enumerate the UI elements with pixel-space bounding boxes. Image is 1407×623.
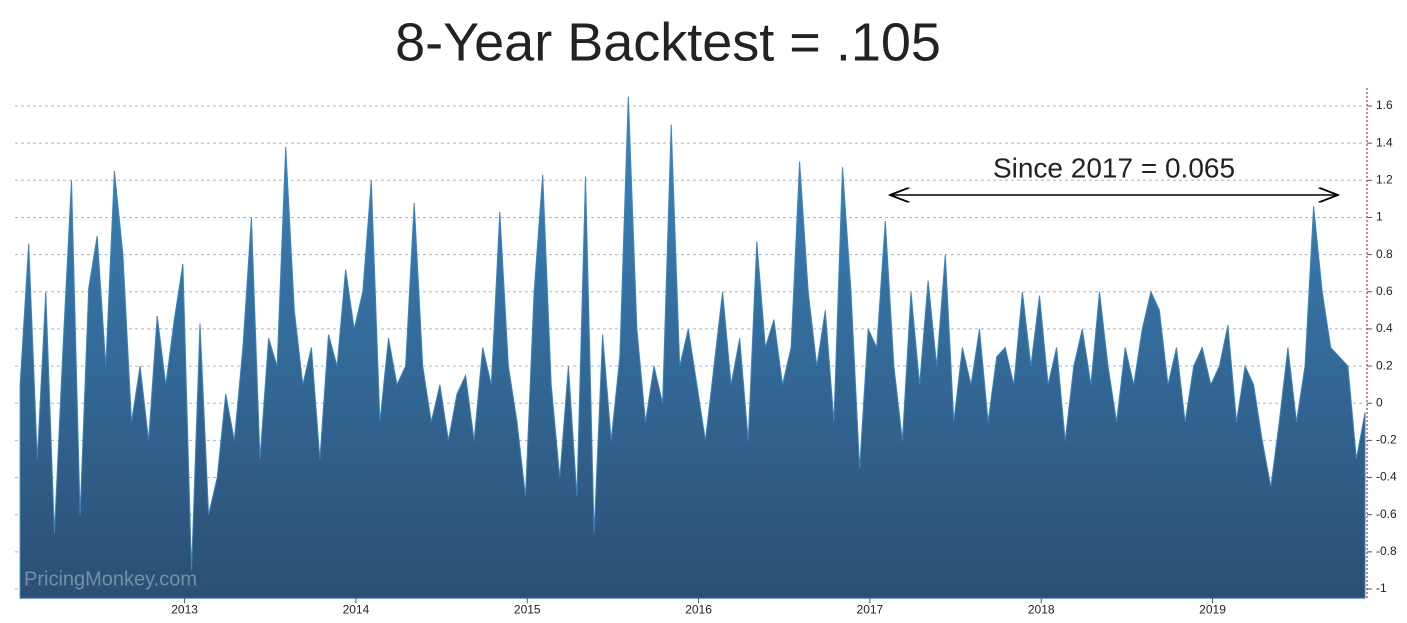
x-tick-label: 2014	[343, 602, 370, 616]
y-tick-label: -1	[1376, 581, 1387, 595]
y-tick-label: -0.6	[1376, 507, 1397, 521]
y-tick-label: -0.4	[1376, 470, 1397, 484]
y-tick-label: 0.4	[1376, 321, 1393, 335]
y-tick-label: -0.2	[1376, 433, 1397, 447]
y-tick-label: 0	[1376, 395, 1383, 409]
area	[19, 96, 1366, 599]
x-tick-label: 2013	[171, 602, 198, 616]
watermark: PricingMonkey.com	[24, 568, 197, 590]
y-tick-label: 1.4	[1376, 135, 1393, 149]
x-tick-label: 2017	[857, 602, 884, 616]
y-tick-label: 1	[1376, 210, 1383, 224]
y-tick-label: 0.2	[1376, 358, 1393, 372]
y-tick-label: 0.8	[1376, 247, 1393, 261]
y-tick-label: 0.6	[1376, 284, 1393, 298]
x-tick-label: 2019	[1199, 602, 1226, 616]
x-tick-label: 2015	[514, 602, 541, 616]
y-tick-label: 1.6	[1376, 98, 1393, 112]
y-tick-label: -0.8	[1376, 544, 1397, 558]
annotation: Since 2017 = 0.065	[993, 152, 1235, 183]
chart-title: 8-Year Backtest = .105	[395, 12, 941, 72]
x-tick-label: 2018	[1028, 602, 1055, 616]
x-tick-label: 2016	[685, 602, 712, 616]
y-tick-label: 1.2	[1376, 172, 1393, 186]
